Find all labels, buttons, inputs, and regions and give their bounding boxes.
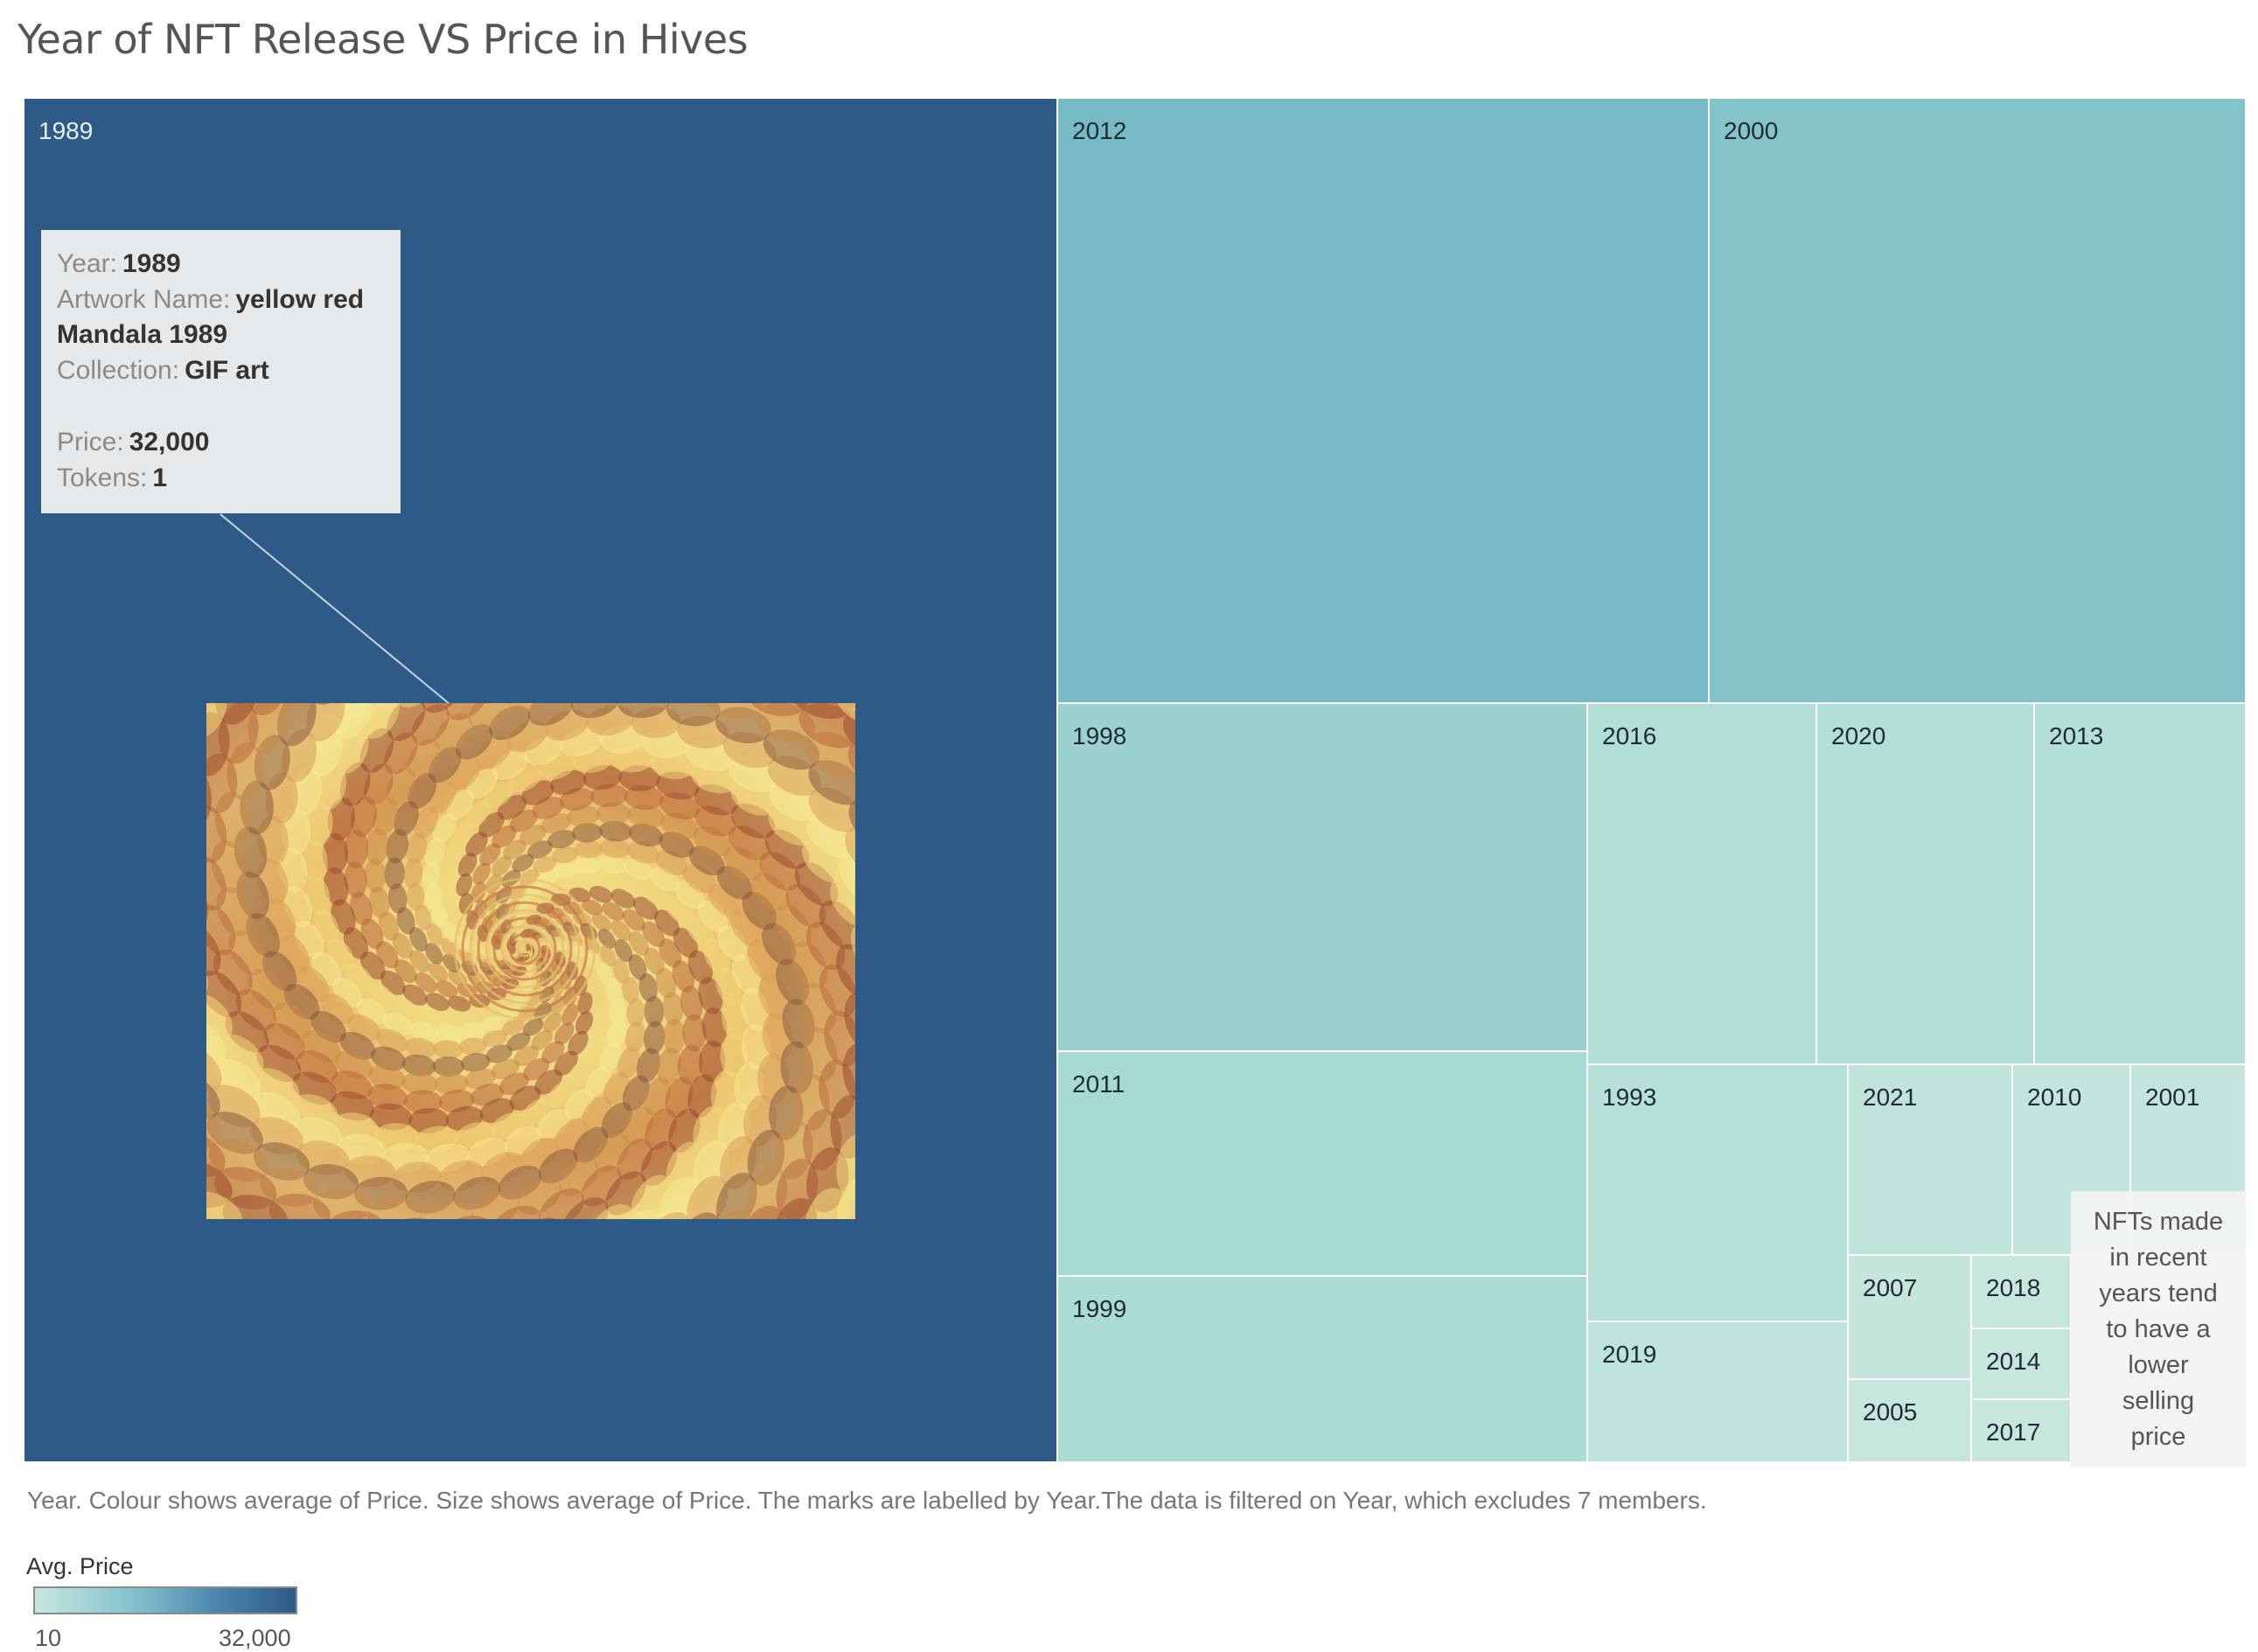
- annotation-line: lower: [2128, 1351, 2189, 1379]
- treemap-cell-2007[interactable]: [1847, 1254, 1972, 1380]
- treemap-cell-2021[interactable]: [1847, 1063, 2013, 1256]
- treemap-label-2007: 2007: [1863, 1274, 1917, 1301]
- treemap-cell-1993[interactable]: [1586, 1063, 1849, 1322]
- annotation-line: to have a: [2106, 1315, 2211, 1343]
- treemap-label-2005: 2005: [1863, 1398, 1917, 1425]
- treemap-cell-2000[interactable]: [1708, 97, 2247, 704]
- legend-title: Avg. Price: [26, 1553, 134, 1579]
- treemap-cell-2011[interactable]: [1056, 1050, 1588, 1277]
- chart-caption: Year. Colour shows average of Price. Siz…: [27, 1487, 1707, 1514]
- treemap-cell-2017[interactable]: [1970, 1398, 2072, 1463]
- treemap-label-2019: 2019: [1602, 1341, 1656, 1368]
- annotation-line: price: [2131, 1423, 2186, 1451]
- annotation-line: selling: [2122, 1387, 2194, 1415]
- tooltip-year-label: Year:: [57, 249, 117, 278]
- treemap-label-2021: 2021: [1863, 1084, 1917, 1111]
- treemap-label-2017: 2017: [1986, 1418, 2040, 1446]
- annotation-line: in recent: [2109, 1244, 2206, 1272]
- svg-text:Collection:GIF art: Collection: GIF art: [57, 356, 269, 385]
- treemap-label-2020: 2020: [1831, 722, 1885, 749]
- treemap-cell-2012[interactable]: [1056, 97, 1710, 704]
- tooltip-year-value: 1989: [122, 249, 181, 278]
- treemap-cell-2016[interactable]: [1586, 702, 1817, 1065]
- treemap-cell-2013[interactable]: [2033, 702, 2247, 1065]
- annotation: NFTs made in recent years tend to have a low…: [2071, 1191, 2246, 1467]
- treemap-cell-1998[interactable]: [1056, 702, 1588, 1052]
- treemap-chart: 1989 2012 2000 1998 2016 2020 2013 2011 1999 1993…: [23, 97, 2247, 1467]
- treemap-cell-2018[interactable]: [1970, 1254, 2072, 1329]
- svg-text:Price:32,000: Price: 32,000: [57, 428, 209, 457]
- treemap-label-2010: 2010: [2027, 1084, 2081, 1111]
- svg-text:Year:1989: Year: 1989: [57, 249, 181, 278]
- svg-text:Artwork Name:yellow red: Artwork Name: yellow red: [57, 285, 364, 314]
- tooltip-tokens-value: 1: [152, 464, 167, 492]
- treemap-cell-2014[interactable]: [1970, 1328, 2072, 1400]
- treemap-label-2018: 2018: [1986, 1274, 2040, 1301]
- annotation-line: years tend: [2099, 1279, 2217, 1307]
- tooltip-collection-label: Collection:: [57, 356, 179, 385]
- tooltip-collection-value: GIF art: [185, 356, 269, 385]
- artwork-image: [206, 703, 855, 1219]
- color-legend-bar: [33, 1586, 297, 1614]
- treemap-label-2000: 2000: [1724, 117, 1778, 144]
- tooltip-tokens-label: Tokens:: [57, 464, 147, 492]
- annotation-line: NFTs made: [2094, 1208, 2223, 1236]
- tooltip-artwork-label: Artwork Name:: [57, 285, 230, 314]
- treemap-label-2016: 2016: [1602, 722, 1656, 749]
- legend-max-label: 32,000: [219, 1625, 291, 1651]
- svg-text:Tokens:1: Tokens: 1: [57, 464, 167, 492]
- treemap-cell-2005[interactable]: [1847, 1378, 1972, 1463]
- treemap-label-1998: 1998: [1072, 722, 1126, 749]
- tooltip-artwork-value-1: yellow red: [235, 285, 364, 314]
- legend-min-label: 10: [35, 1625, 62, 1651]
- tooltip-price-value: 32,000: [129, 428, 210, 457]
- tooltip-artwork-value-2: Mandala 1989: [57, 320, 227, 349]
- tooltip-price-label: Price:: [57, 428, 124, 457]
- treemap-cell-2019[interactable]: [1586, 1321, 1849, 1463]
- treemap-label-1993: 1993: [1602, 1084, 1656, 1111]
- tooltip: Year: 1989 Artwork Name: yellow red Mandal…: [41, 230, 450, 705]
- tooltip-leader-line: [220, 513, 450, 705]
- treemap-label-2013: 2013: [2049, 722, 2103, 749]
- tooltip-box: [41, 230, 401, 513]
- treemap-label-1999: 1999: [1072, 1295, 1126, 1322]
- treemap-label-1989: 1989: [38, 117, 93, 144]
- chart-title: Year of NFT Release VS Price in Hives: [17, 16, 749, 63]
- treemap-cell-1999[interactable]: [1056, 1275, 1588, 1463]
- treemap-label-2011: 2011: [1072, 1070, 1125, 1098]
- treemap-label-2001: 2001: [2145, 1084, 2199, 1111]
- treemap-label-2012: 2012: [1072, 117, 1126, 144]
- treemap-cell-2020[interactable]: [1815, 702, 2035, 1065]
- annotation-box: [2071, 1191, 2246, 1467]
- treemap-label-2014: 2014: [1986, 1348, 2040, 1375]
